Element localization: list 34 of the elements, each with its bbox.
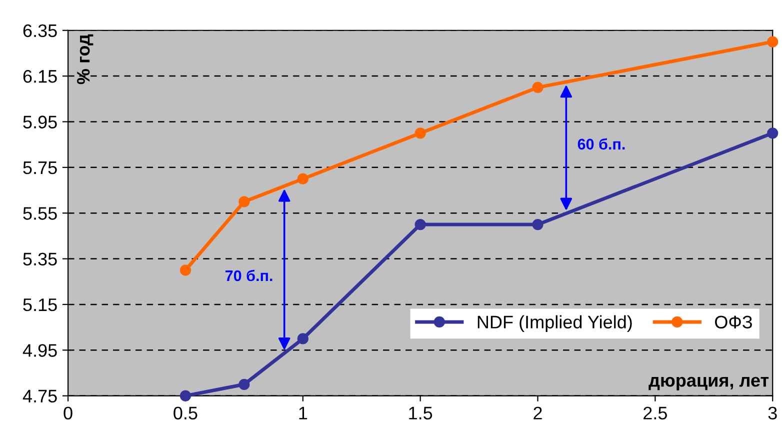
point <box>767 36 778 48</box>
x-tick-label: 1 <box>299 406 308 420</box>
point <box>238 378 250 390</box>
point <box>238 196 250 208</box>
point <box>414 128 426 139</box>
y-tick-label: 4.95 <box>22 344 57 357</box>
point <box>180 390 192 402</box>
y-tick-label: 5.75 <box>23 162 57 174</box>
x-tick-label: 0 <box>64 406 72 420</box>
legend-label: ОФЗ <box>715 316 752 328</box>
point <box>532 82 544 94</box>
point <box>532 218 544 230</box>
annotation: 70 б.п. <box>225 270 272 282</box>
y-tick-label: 5.35 <box>23 252 57 266</box>
y-tick-label: 6.35 <box>23 24 57 38</box>
y-tick-label: 4.75 <box>22 390 57 403</box>
y-tick-label: 5.15 <box>23 298 57 312</box>
y-axis-title: % год <box>77 34 94 84</box>
x-tick-label: 0.5 <box>174 406 198 420</box>
x-tick-label: 3 <box>768 406 777 420</box>
y-tick-label: 5.55 <box>23 207 57 220</box>
legend-label: NDF (Implied Yield) <box>478 315 632 332</box>
point <box>180 264 192 276</box>
x-tick-label: 2 <box>534 406 542 420</box>
point <box>414 218 426 230</box>
x-axis-title: дюрация, лет <box>648 376 769 390</box>
y-tick-label: 5.95 <box>23 116 57 128</box>
y-tick-label: 6.15 <box>23 70 57 83</box>
x-tick-label: 2.5 <box>644 406 667 420</box>
point <box>767 128 778 139</box>
annotation: 60 б.п. <box>578 138 625 150</box>
point <box>297 173 308 184</box>
x-tick-label: 1.5 <box>409 406 432 420</box>
point <box>297 333 308 344</box>
